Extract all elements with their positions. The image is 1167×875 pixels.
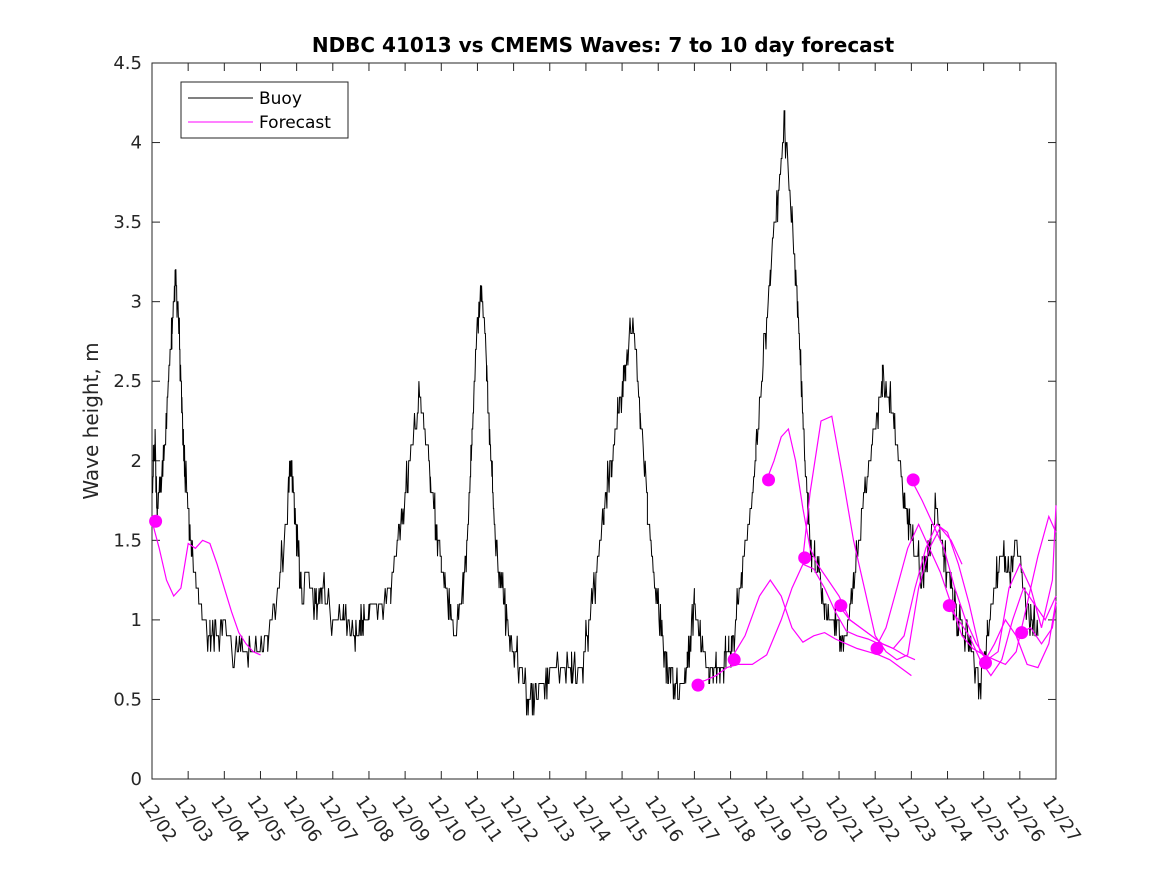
- forecast-line-9: [947, 586, 1057, 677]
- x-tick-label: 12/15: [604, 792, 651, 847]
- x-tick-label: 12/16: [640, 792, 687, 847]
- x-tick-label: 12/25: [966, 792, 1013, 847]
- x-tick-label: 12/17: [676, 792, 723, 847]
- x-tick-label: 12/06: [279, 792, 326, 847]
- x-tick-label: 12/22: [857, 792, 904, 847]
- y-tick-label: 3: [131, 292, 142, 313]
- forecast-marker: [942, 599, 956, 613]
- y-tick-label: 1.5: [113, 530, 142, 551]
- forecast-marker: [1015, 626, 1029, 640]
- legend: Buoy Forecast: [180, 81, 349, 139]
- x-tick-label: 12/27: [1038, 792, 1085, 847]
- forecast-marker: [691, 678, 705, 692]
- legend-forecast-label: Forecast: [259, 113, 331, 133]
- forecast-line-2: [694, 563, 880, 685]
- forecast-marker: [906, 473, 920, 487]
- forecast-line-6: [838, 523, 992, 665]
- x-tick-label: 12/20: [785, 792, 832, 847]
- y-axis-label: Wave height, m: [79, 342, 103, 499]
- forecast-marker: [762, 473, 776, 487]
- x-tick-label: 12/04: [206, 792, 253, 847]
- x-tick-label: 12/07: [315, 792, 362, 847]
- x-tick-label: 12/08: [351, 792, 398, 847]
- x-tick-label: 12/09: [387, 792, 434, 847]
- x-tick-label: 12/13: [532, 792, 579, 847]
- forecast-line-10: [983, 600, 1057, 669]
- axes-frame: [151, 62, 1057, 780]
- y-tick-label: 4: [131, 133, 142, 154]
- x-tick-label: 12/14: [568, 792, 615, 847]
- x-tick-label: 12/02: [134, 792, 181, 847]
- x-tick-label: 12/05: [242, 792, 289, 847]
- forecast-line-3: [730, 579, 912, 677]
- x-tick-label: 12/18: [712, 792, 759, 847]
- x-tick-label: 12/26: [1002, 792, 1049, 847]
- buoy-line: [152, 110, 1039, 716]
- x-tick-label: 12/10: [423, 792, 470, 847]
- y-tick-label: 2: [131, 451, 142, 472]
- forecast-marker: [149, 514, 163, 528]
- y-tick-label: 0: [131, 769, 142, 790]
- x-tick-label: 12/21: [821, 792, 868, 847]
- forecast-marker: [727, 653, 741, 667]
- forecast-marker: [834, 599, 848, 613]
- y-tick-label: 4.5: [113, 53, 142, 74]
- x-tick-label: 12/11: [459, 792, 506, 847]
- chart-title: NDBC 41013 vs CMEMS Waves: 7 to 10 day f…: [312, 33, 895, 57]
- plot-area: 0 0.5 1 1.5 2 2.5 3 3.5 4 4.5 12/0212/0312/0412/05…: [113, 53, 1085, 846]
- y-tick-label: 1: [131, 610, 142, 631]
- x-tick-label: 12/24: [929, 792, 976, 847]
- forecast-line-1: [151, 521, 261, 656]
- forecast-marker: [798, 551, 812, 565]
- forecast-marker: [870, 642, 884, 656]
- legend-buoy-label: Buoy: [259, 89, 302, 109]
- y-tick-label: 3.5: [113, 212, 142, 233]
- forecast-line-5: [802, 415, 963, 661]
- x-tick-label: 12/03: [170, 792, 217, 847]
- y-tick-label: 2.5: [113, 371, 142, 392]
- x-tick-label: 12/23: [893, 792, 940, 847]
- forecast-marker: [978, 656, 992, 670]
- x-tick-label: 12/19: [749, 792, 796, 847]
- x-tick-label: 12/12: [496, 792, 543, 847]
- y-tick-label: 0.5: [113, 689, 142, 710]
- legend-box: [180, 81, 349, 139]
